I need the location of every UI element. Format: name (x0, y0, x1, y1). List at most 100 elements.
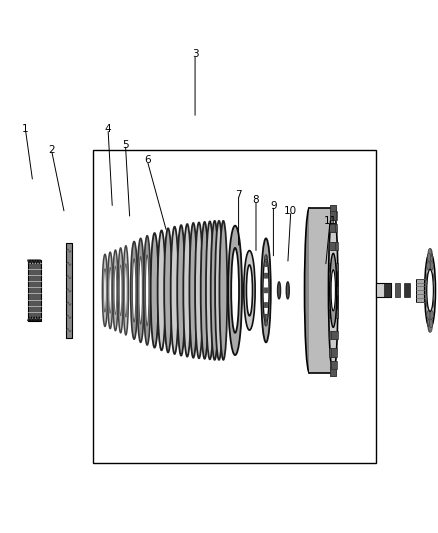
Text: 8: 8 (253, 195, 259, 205)
Ellipse shape (428, 324, 431, 332)
Text: 7: 7 (235, 190, 242, 200)
Ellipse shape (215, 221, 223, 360)
Polygon shape (35, 317, 38, 321)
Ellipse shape (266, 288, 268, 293)
Text: 3: 3 (192, 50, 198, 59)
Bar (93, 150, 376, 463)
Ellipse shape (331, 270, 336, 311)
Ellipse shape (430, 299, 434, 308)
Bar (332, 241, 338, 250)
Polygon shape (28, 260, 30, 264)
Polygon shape (309, 208, 333, 373)
Polygon shape (35, 260, 38, 264)
Ellipse shape (151, 233, 159, 348)
Ellipse shape (144, 236, 151, 345)
Ellipse shape (265, 255, 267, 260)
Ellipse shape (171, 227, 179, 354)
Ellipse shape (266, 302, 268, 308)
Bar (329, 309, 335, 318)
Ellipse shape (102, 254, 108, 326)
Bar (332, 263, 338, 271)
Bar (332, 309, 338, 318)
Ellipse shape (286, 282, 289, 299)
Ellipse shape (137, 238, 144, 342)
Ellipse shape (430, 273, 434, 281)
Polygon shape (38, 317, 41, 321)
Ellipse shape (206, 221, 214, 359)
Ellipse shape (430, 262, 434, 270)
Ellipse shape (145, 255, 149, 326)
Bar (330, 205, 336, 213)
Ellipse shape (131, 241, 138, 339)
Text: 10: 10 (284, 206, 297, 216)
Ellipse shape (264, 314, 266, 319)
Polygon shape (38, 260, 41, 264)
Ellipse shape (231, 248, 239, 333)
Ellipse shape (428, 248, 431, 257)
Bar (331, 212, 337, 220)
Ellipse shape (265, 261, 268, 266)
Ellipse shape (330, 253, 337, 327)
Ellipse shape (304, 208, 314, 373)
Ellipse shape (429, 319, 433, 328)
Ellipse shape (158, 230, 166, 350)
Bar (329, 330, 335, 339)
Ellipse shape (266, 273, 268, 278)
Bar (329, 224, 336, 232)
Polygon shape (33, 260, 35, 264)
Ellipse shape (426, 273, 430, 281)
Ellipse shape (195, 222, 203, 358)
Ellipse shape (427, 269, 433, 311)
Bar (416, 279, 428, 302)
Bar (330, 367, 336, 376)
Polygon shape (30, 260, 33, 264)
Bar (404, 284, 410, 297)
Text: 1: 1 (22, 124, 28, 134)
Ellipse shape (427, 319, 431, 328)
Ellipse shape (264, 261, 266, 266)
Ellipse shape (328, 208, 338, 373)
Ellipse shape (244, 251, 255, 330)
Text: 5: 5 (122, 140, 129, 150)
Ellipse shape (278, 282, 281, 299)
Bar (66, 243, 72, 338)
Ellipse shape (228, 225, 242, 355)
Ellipse shape (265, 255, 267, 260)
Ellipse shape (430, 311, 434, 319)
Ellipse shape (164, 228, 172, 352)
Ellipse shape (119, 265, 122, 316)
Ellipse shape (427, 311, 430, 319)
Bar (331, 224, 337, 232)
Ellipse shape (104, 269, 106, 312)
Ellipse shape (132, 259, 136, 322)
Ellipse shape (429, 324, 432, 332)
Ellipse shape (427, 262, 430, 270)
Bar (331, 361, 337, 369)
Text: 9: 9 (270, 200, 277, 211)
Ellipse shape (123, 246, 128, 335)
Bar (28, 260, 41, 321)
Ellipse shape (264, 302, 266, 308)
Ellipse shape (108, 252, 113, 328)
Ellipse shape (118, 248, 123, 333)
Ellipse shape (264, 273, 266, 278)
Ellipse shape (263, 257, 269, 323)
Ellipse shape (109, 268, 112, 313)
Bar (331, 348, 337, 357)
Text: 11: 11 (323, 216, 337, 227)
Bar (330, 212, 336, 220)
Ellipse shape (189, 223, 197, 358)
Bar (330, 361, 336, 369)
Ellipse shape (184, 224, 191, 357)
Ellipse shape (426, 286, 430, 295)
Bar (376, 284, 391, 297)
Polygon shape (28, 317, 30, 321)
Polygon shape (33, 317, 35, 321)
Bar (395, 284, 400, 297)
Bar (332, 286, 338, 295)
Text: 6: 6 (144, 156, 151, 165)
Ellipse shape (261, 238, 271, 342)
Ellipse shape (265, 321, 267, 326)
Ellipse shape (113, 250, 118, 330)
Ellipse shape (429, 253, 433, 262)
